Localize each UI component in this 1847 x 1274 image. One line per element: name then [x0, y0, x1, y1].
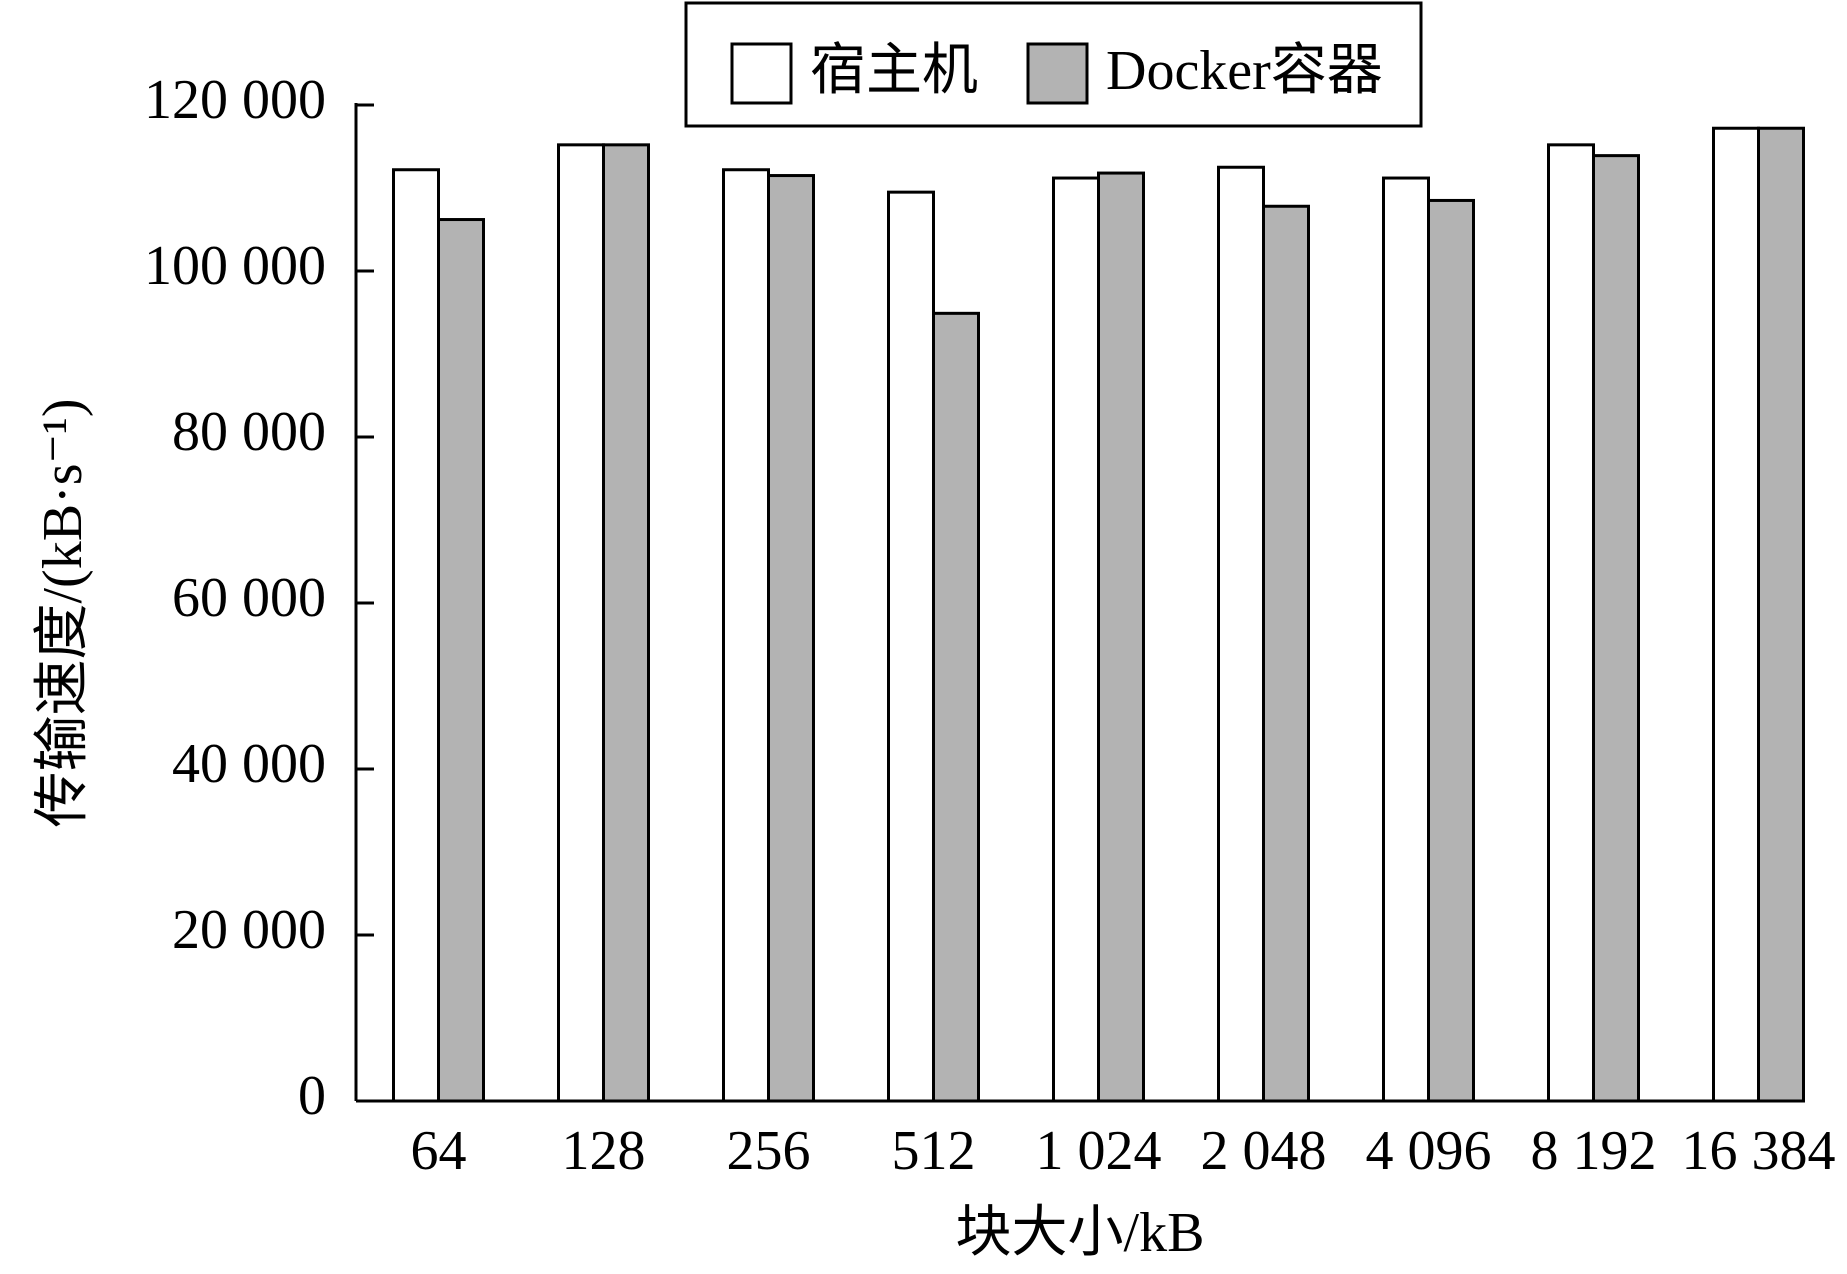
- bar: [1052, 176, 1100, 1103]
- x-axis-label: 块大小/kB: [956, 1202, 1205, 1264]
- x-tick-label: 2 048: [1201, 1120, 1327, 1182]
- bar: [1757, 126, 1805, 1103]
- x-tick-label: 16 384: [1682, 1120, 1836, 1182]
- x-tick-label: 4 096: [1366, 1120, 1492, 1182]
- y-tick-label: 40 000: [172, 733, 326, 795]
- bar: [722, 168, 770, 1103]
- bar: [887, 190, 935, 1103]
- bar: [557, 143, 605, 1103]
- bar: [1262, 204, 1310, 1103]
- legend-swatch: [730, 42, 793, 105]
- x-tick-label: 8 192: [1531, 1120, 1657, 1182]
- y-tick-label: 60 000: [172, 567, 326, 629]
- y-axis-label: 传输速度/(kB·s⁻¹): [32, 399, 94, 828]
- x-tick-label: 64: [411, 1120, 467, 1182]
- legend-label: 宿主机: [810, 40, 978, 102]
- bar: [1427, 198, 1475, 1103]
- bar: [932, 311, 980, 1103]
- y-tick-label: 0: [298, 1065, 326, 1127]
- bar: [392, 168, 440, 1103]
- legend-label: Docker容器: [1106, 40, 1383, 102]
- y-tick-label: 100 000: [144, 235, 326, 297]
- bar: [602, 143, 650, 1103]
- y-tick-label: 20 000: [172, 899, 326, 961]
- bar: [1217, 165, 1265, 1103]
- y-tick-label: 120 000: [144, 69, 326, 131]
- bar: [1592, 154, 1640, 1103]
- bar: [1547, 143, 1595, 1103]
- x-tick-label: 256: [727, 1120, 811, 1182]
- y-tick-label: 80 000: [172, 401, 326, 463]
- bar: [1097, 171, 1145, 1103]
- bar: [767, 174, 815, 1103]
- x-tick-label: 512: [892, 1120, 976, 1182]
- x-tick-label: 1 024: [1036, 1120, 1162, 1182]
- bar: [1712, 126, 1760, 1103]
- legend-swatch: [1026, 42, 1089, 105]
- bar: [1382, 176, 1430, 1103]
- bar: [437, 218, 485, 1103]
- x-tick-label: 128: [562, 1120, 646, 1182]
